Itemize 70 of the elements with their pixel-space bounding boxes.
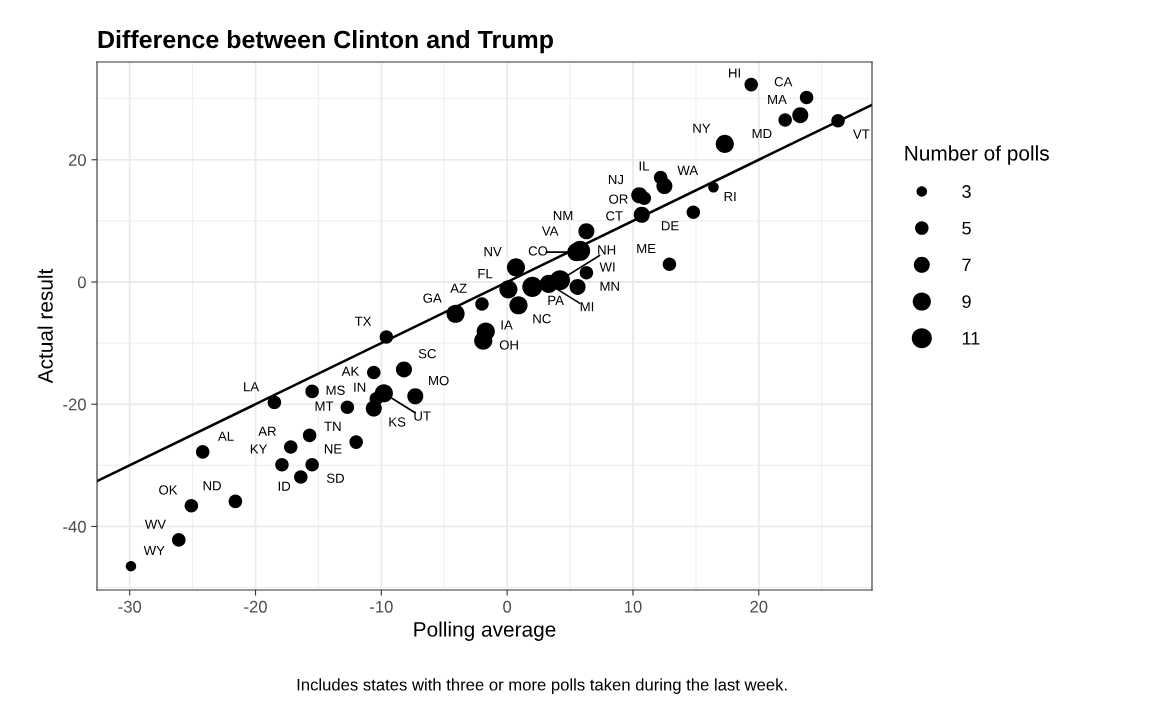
annotation: TX [354, 316, 372, 326]
annotation: VT [852, 129, 870, 139]
annotation: ME [637, 244, 656, 254]
annotation: GA [423, 293, 442, 303]
legend-label: 3 [962, 185, 971, 198]
y-tick-label: -20 [63, 398, 86, 411]
chart-title: Difference between Clinton and Trump [98, 29, 553, 54]
annotation: NY [693, 123, 711, 133]
annotation: PA [548, 295, 564, 305]
annotation: MA [768, 94, 787, 104]
annotation: UT [414, 411, 431, 421]
annotation: ID [278, 481, 291, 491]
annotation: NV [484, 247, 502, 257]
text: Includes states with three or more polls taken during the last week. [297, 678, 787, 694]
annotation: SD [326, 473, 344, 483]
annotation: OH [499, 340, 518, 350]
annotation: AL [217, 431, 234, 441]
annotation: CT [606, 211, 623, 221]
annotation: SC [418, 349, 436, 359]
annotation: ND [203, 481, 221, 491]
annotation: MI [580, 302, 594, 312]
annotation: IL [639, 161, 650, 171]
annotation: DE [661, 221, 679, 231]
annotation: CO [528, 246, 548, 256]
legend-title: Number of polls [905, 145, 1049, 165]
annotation: WV [144, 519, 167, 529]
annotation: NH [598, 245, 616, 255]
annotation: HI [729, 68, 740, 78]
annotation: VA [541, 226, 559, 236]
annotation: LA [244, 382, 260, 392]
x-tick-label: 20 [750, 600, 768, 613]
annotation: NJ [608, 174, 623, 185]
annotation: WI [599, 262, 615, 272]
annotation: FL [478, 269, 493, 279]
annotation: MD [752, 128, 772, 139]
annotation: IA [501, 320, 513, 330]
annotation: CA [774, 77, 793, 87]
annotation: NE [324, 444, 342, 454]
legend-label: 5 [962, 222, 971, 235]
y-tick-label: 20 [68, 154, 86, 166]
x-tick-label: -30 [118, 600, 142, 613]
annotation: AR [258, 426, 276, 436]
x-axis-title: Polling average [414, 621, 556, 641]
annotation: MT [315, 401, 334, 411]
annotation: IN [354, 382, 366, 392]
annotation: TN [324, 421, 341, 431]
annotation: MO [429, 375, 449, 386]
annotation: KY [250, 444, 268, 454]
x-tick-label: 10 [624, 600, 642, 613]
annotation: WA [677, 165, 699, 175]
annotation: AZ [450, 283, 467, 293]
x-tick-label: 0 [503, 600, 512, 613]
annotation: MS [326, 385, 345, 395]
legend-label: 11 [962, 332, 980, 345]
x-tick-label: -10 [370, 600, 393, 613]
annotation: NC [533, 314, 551, 324]
y-tick-label: -40 [63, 520, 86, 533]
annotation: WY [143, 545, 165, 555]
annotation: OK [159, 485, 178, 495]
y-tick-label: 0 [77, 276, 86, 289]
y-axis-title: Actual result [37, 268, 53, 384]
legend-label: 9 [962, 295, 971, 308]
legend-label: 7 [962, 258, 971, 272]
x-tick-label: -20 [244, 600, 267, 613]
annotation: MN [600, 281, 619, 291]
annotation: KS [389, 417, 406, 427]
annotation: NM [553, 211, 573, 221]
annotation: RI [724, 192, 736, 202]
annotation: OR [609, 194, 628, 204]
annotation: AK [341, 366, 360, 376]
